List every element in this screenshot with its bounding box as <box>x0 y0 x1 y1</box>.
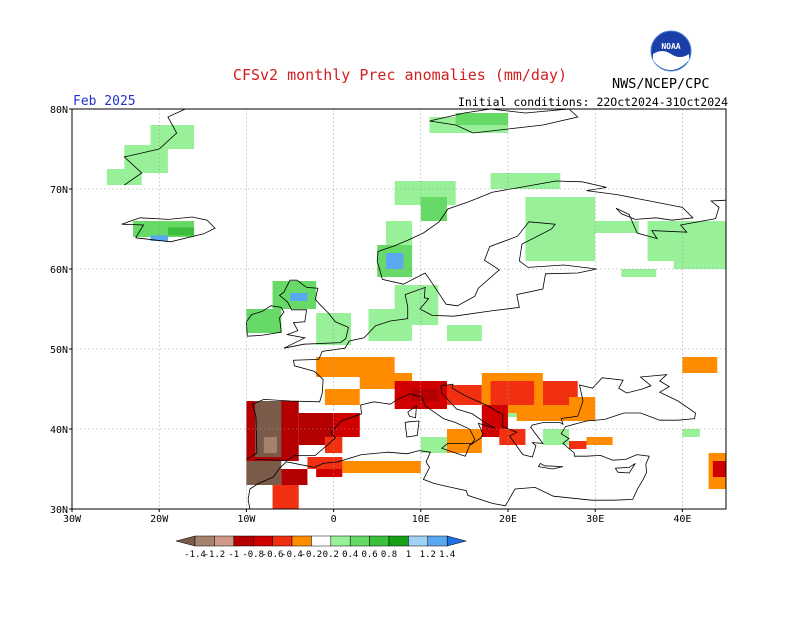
legend-tick-label: 0.2 <box>323 550 339 560</box>
longitude-axis: 30W 20W 10W 0 10E 20E 30E 40E <box>63 509 691 525</box>
legend-tick-label: 0.6 <box>361 550 377 560</box>
anomaly-cell <box>420 437 447 453</box>
legend-bin <box>349 535 370 547</box>
noaa-logo-icon: NOAA <box>650 30 692 72</box>
anomaly-cell <box>316 357 395 377</box>
lat-tick-label: 30N <box>50 505 68 516</box>
legend-tick-label: 0.8 <box>381 550 397 560</box>
coastline <box>429 109 579 134</box>
legend-bin <box>272 535 293 547</box>
legend-tick-label: -0.4 <box>281 550 303 560</box>
legend-bin <box>175 535 196 547</box>
anomaly-cell <box>712 461 726 477</box>
lon-tick-label: 10W <box>237 514 256 525</box>
legend-tick-label: 1.4 <box>439 550 455 560</box>
anomaly-cell <box>525 197 596 261</box>
lat-tick-label: 70N <box>50 185 68 196</box>
lon-tick-label: 30W <box>63 514 82 525</box>
anomaly-cell <box>490 381 535 405</box>
legend-bin <box>408 535 429 547</box>
legend-bin <box>252 535 273 547</box>
lon-tick-label: 40E <box>673 514 691 525</box>
coastline <box>537 463 564 470</box>
anomaly-cell <box>290 293 308 301</box>
legend-tick-label: 0.4 <box>342 550 358 560</box>
legend-bin <box>214 535 235 547</box>
lat-tick-label: 60N <box>50 265 68 276</box>
lon-tick-label: 30E <box>586 514 604 525</box>
legend-bin <box>194 535 215 547</box>
color-legend: -1.4-1.2 -1 -0.8-0.6-0.4-0.2 0.2 0.4 0.6 0.8 1 1… <box>175 535 468 560</box>
anomaly-cell <box>412 389 439 401</box>
legend-tick-label: -1.2 <box>204 550 226 560</box>
legend-tick-label: -0.2 <box>301 550 323 560</box>
anomaly-cell <box>246 309 282 333</box>
lon-tick-label: 10E <box>412 514 430 525</box>
anomaly-cell <box>673 253 726 269</box>
legend-bin <box>446 535 468 547</box>
latitude-axis: 80N 70N 60N 50N 40N 30N <box>50 105 72 516</box>
coastline <box>245 305 285 337</box>
legend-bin <box>369 535 390 547</box>
anomaly-cell <box>569 397 596 421</box>
valid-month-label: Feb 2025 <box>73 94 136 109</box>
anomaly-cell <box>516 405 578 421</box>
anomaly-cell <box>106 169 142 185</box>
anomaly-cell <box>281 469 308 485</box>
lat-tick-label: 40N <box>50 425 68 436</box>
coastline <box>614 463 636 474</box>
coastline <box>121 216 216 243</box>
legend-tick-label: -1.4 <box>184 550 206 560</box>
legend-tick-label: -0.8 <box>242 550 264 560</box>
map-frame <box>71 108 727 510</box>
legend-bin <box>291 535 312 547</box>
legend-bin <box>311 535 332 547</box>
lon-tick-label: 20E <box>499 514 517 525</box>
chart-title: CFSv2 monthly Prec anomalies (mm/day) <box>232 66 568 84</box>
anomaly-cell <box>124 145 168 173</box>
legend-tick-label: 1 <box>406 550 411 560</box>
legend-bin <box>388 535 409 547</box>
legend-tick-label: -1 <box>228 550 239 560</box>
anomaly-cell <box>586 221 639 233</box>
anomaly-cell <box>394 285 439 325</box>
coastline <box>407 404 417 419</box>
legend-bin <box>427 535 448 547</box>
anomaly-cell <box>263 437 277 453</box>
anomaly-cell <box>682 429 700 437</box>
coastline <box>246 180 726 460</box>
anomaly-cell <box>542 429 570 445</box>
legend-tick-label: -0.6 <box>262 550 284 560</box>
anomaly-cell <box>167 227 195 236</box>
anomaly-cell <box>324 389 360 405</box>
anomaly-cell <box>455 113 508 125</box>
lon-tick-label: 0 <box>331 514 337 525</box>
coastline <box>247 374 696 509</box>
anomaly-cell <box>499 429 526 445</box>
anomaly-cell <box>569 441 587 449</box>
legend-bin <box>330 535 351 547</box>
svg-text:NOAA: NOAA <box>661 42 680 51</box>
lat-tick-label: 50N <box>50 345 68 356</box>
anomaly-cell <box>446 325 482 341</box>
anomaly-cell <box>272 485 299 509</box>
anomaly-cell <box>342 461 421 473</box>
lat-tick-label: 80N <box>50 105 68 116</box>
legend-bin <box>233 535 254 547</box>
anomaly-cell <box>682 357 718 373</box>
lon-tick-label: 20W <box>150 514 169 525</box>
anomaly-cell <box>586 437 613 445</box>
anomaly-cell <box>385 253 404 269</box>
coastline <box>278 279 349 349</box>
coastline <box>440 442 471 457</box>
coastline <box>404 420 420 438</box>
initial-conditions-label: Initial conditions: 22Oct2024-31Oct2024 <box>457 95 728 109</box>
anomaly-cell <box>621 269 657 277</box>
agency-label: NWS/NCEP/CPC <box>612 76 710 92</box>
anomaly-cell <box>420 197 447 221</box>
legend-tick-label: 1.2 <box>420 550 436 560</box>
